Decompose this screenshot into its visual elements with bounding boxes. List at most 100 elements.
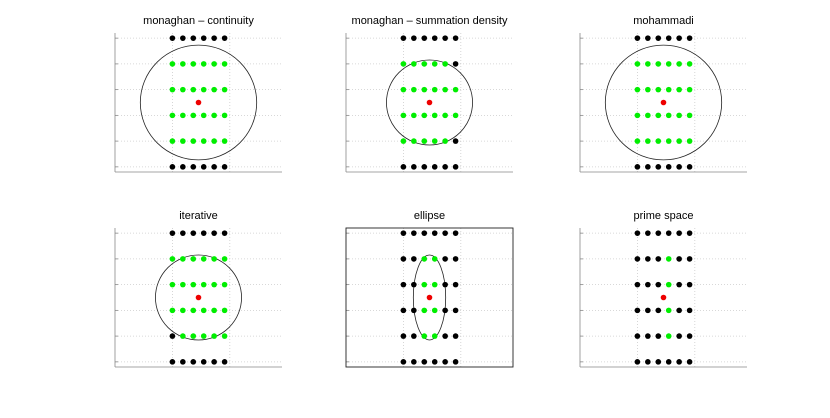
particle	[686, 256, 693, 262]
particle	[655, 307, 662, 314]
particle	[676, 138, 682, 144]
particle	[426, 99, 433, 106]
particle	[421, 333, 428, 339]
particle	[452, 281, 459, 288]
particle	[442, 112, 448, 119]
particle	[431, 333, 438, 339]
particle	[655, 138, 662, 144]
particle	[634, 112, 641, 119]
particle	[400, 230, 407, 236]
particle	[169, 112, 176, 119]
particle	[431, 281, 438, 288]
particle	[452, 333, 459, 339]
particle	[686, 164, 693, 170]
particle	[665, 333, 672, 339]
particle	[211, 86, 217, 93]
particle	[431, 307, 438, 314]
particle	[431, 359, 438, 365]
particle	[634, 35, 641, 41]
particle	[421, 359, 428, 365]
particle	[411, 359, 417, 365]
particle	[634, 86, 641, 93]
particle	[221, 112, 228, 119]
particle	[452, 359, 459, 365]
particle	[221, 35, 228, 41]
particle	[431, 61, 438, 67]
particle	[686, 307, 693, 314]
particle	[221, 333, 228, 339]
particle	[655, 359, 662, 365]
particle	[645, 138, 651, 144]
particle	[452, 35, 459, 41]
particle	[665, 256, 672, 262]
particle	[442, 359, 448, 365]
particle	[180, 138, 186, 144]
particle	[645, 230, 651, 236]
particle	[190, 281, 197, 288]
particle	[211, 307, 217, 314]
particle	[442, 138, 448, 144]
particle	[411, 333, 417, 339]
particle	[180, 333, 186, 339]
particle	[200, 61, 207, 67]
particle	[686, 61, 693, 67]
particle	[169, 333, 176, 339]
particle	[676, 112, 682, 119]
particle	[431, 256, 438, 262]
particle	[676, 307, 682, 314]
particle	[200, 230, 207, 236]
particle	[421, 86, 428, 93]
particle	[421, 112, 428, 119]
particle	[442, 230, 448, 236]
particle	[180, 230, 186, 236]
particle	[421, 138, 428, 144]
particle	[452, 86, 459, 93]
particle	[180, 256, 186, 262]
particle	[634, 230, 641, 236]
particle	[686, 359, 693, 365]
particle	[180, 35, 186, 41]
particle	[442, 333, 448, 339]
particle	[634, 359, 641, 365]
particle	[452, 256, 459, 262]
particle	[221, 256, 228, 262]
particle	[645, 359, 651, 365]
subplot-title: monaghan – continuity	[143, 15, 254, 27]
particle	[169, 35, 176, 41]
particle	[660, 99, 667, 106]
subplot-title: ellipse	[414, 210, 445, 222]
particle	[634, 138, 641, 144]
particle	[442, 86, 448, 93]
particle	[665, 112, 672, 119]
particle	[190, 86, 197, 93]
particle	[400, 281, 407, 288]
particle	[411, 164, 417, 170]
particle	[431, 164, 438, 170]
particle	[400, 164, 407, 170]
particle	[665, 35, 672, 41]
particle	[400, 256, 407, 262]
particle	[634, 281, 641, 288]
particle	[665, 61, 672, 67]
particle	[221, 164, 228, 170]
particle	[200, 138, 207, 144]
particle	[221, 281, 228, 288]
particle	[665, 359, 672, 365]
particle	[411, 138, 417, 144]
particle	[169, 138, 176, 144]
particle	[442, 35, 448, 41]
support-ellipse	[604, 44, 723, 161]
particle	[421, 281, 428, 288]
particle	[180, 281, 186, 288]
subplot-title: mohammadi	[633, 15, 694, 27]
particle	[200, 112, 207, 119]
particle	[211, 256, 217, 262]
particle	[421, 61, 428, 67]
particle	[200, 86, 207, 93]
particle	[221, 61, 228, 67]
particle	[676, 61, 682, 67]
particle	[190, 138, 197, 144]
particle	[452, 164, 459, 170]
particle	[686, 281, 693, 288]
